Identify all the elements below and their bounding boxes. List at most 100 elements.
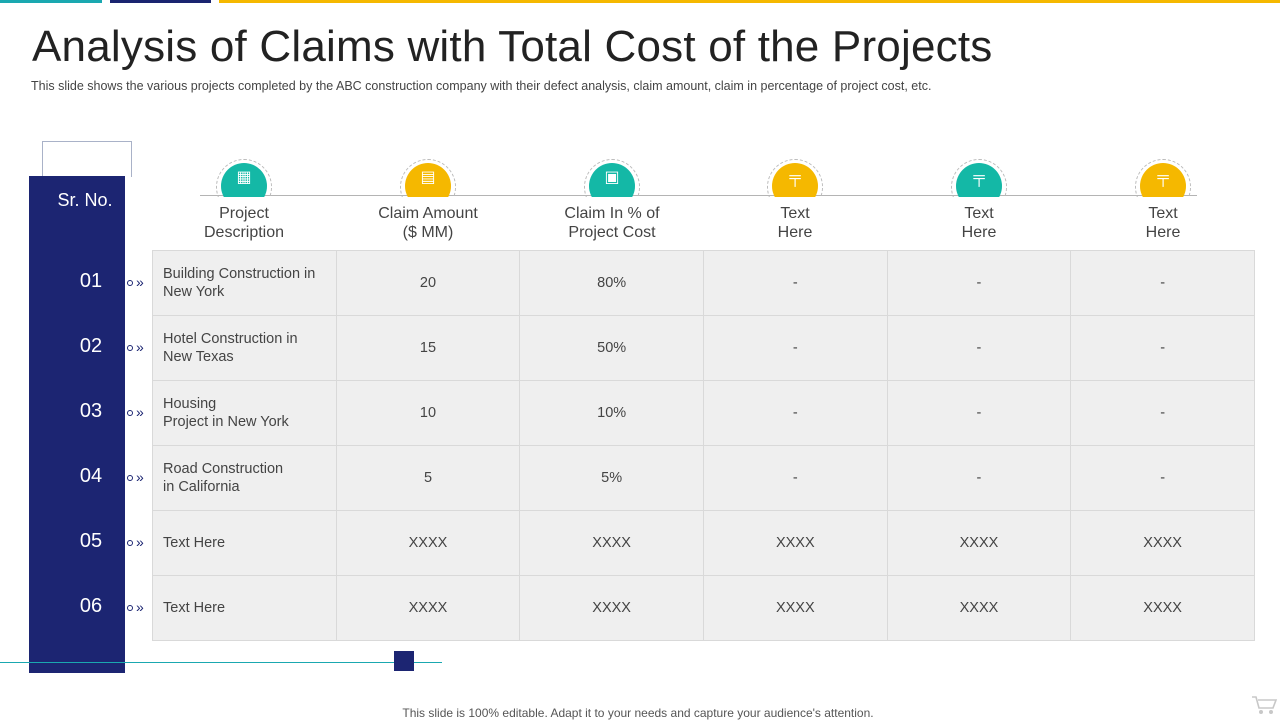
marker-dot — [127, 605, 133, 611]
table-cell: - — [1070, 380, 1255, 446]
icon-glyph: ╤ — [973, 169, 985, 186]
cart-icon — [1252, 696, 1278, 714]
double-chevron-icon: » — [136, 274, 144, 290]
table-cell: - — [1070, 250, 1255, 316]
double-chevron-icon: » — [136, 534, 144, 550]
marker-dot — [127, 540, 133, 546]
table-cell: - — [702, 250, 888, 316]
serial-number: 05 — [79, 530, 103, 552]
row-marker: » — [127, 470, 144, 484]
table-cell: XXXX — [886, 510, 1072, 576]
marker-dot — [127, 410, 133, 416]
row-marker: » — [127, 340, 144, 354]
header-divider — [200, 195, 1197, 196]
crane-icon: ╤ — [956, 163, 1002, 197]
table-row: Housing Project in New York 10 10% - - - — [152, 380, 1255, 446]
project-description-cell: Text Here — [152, 575, 337, 641]
double-chevron-icon: » — [136, 469, 144, 485]
project-description-cell: Building Construction in New York — [152, 250, 337, 316]
accent-bar-gold — [219, 0, 1280, 3]
accent-bar-teal — [0, 0, 102, 3]
table-cell: 10 — [335, 380, 521, 446]
table-cell: XXXX — [335, 510, 521, 576]
project-description-cell: Road Construction in California — [152, 445, 337, 511]
project-description-cell: Hotel Construction in New Texas — [152, 315, 337, 381]
bottom-accent-line — [0, 662, 442, 663]
table-cell: XXXX — [335, 575, 521, 641]
description-line: New Texas — [163, 349, 234, 365]
table-cell: 50% — [519, 315, 704, 381]
crane-icon: ╤ — [1140, 163, 1186, 197]
serial-number-header: Sr. No. — [57, 190, 113, 210]
table-cell: 80% — [519, 250, 704, 316]
table-cell: 5% — [519, 445, 704, 511]
table-cell: XXXX — [702, 575, 888, 641]
serial-number: 03 — [79, 400, 103, 422]
description-line: Building Construction in — [163, 266, 316, 282]
row-marker: » — [127, 600, 144, 614]
column-header: Claim Amount ($ MM) — [336, 204, 520, 242]
column-header-line: Here — [1145, 224, 1181, 241]
double-chevron-icon: » — [136, 404, 144, 420]
icon-glyph: ▤ — [420, 169, 436, 186]
table-cell: - — [702, 315, 888, 381]
table-cell: 10% — [519, 380, 704, 446]
serial-number: 01 — [79, 270, 103, 292]
description-line: Road Construction — [163, 461, 284, 477]
table-cell: - — [1070, 315, 1255, 381]
table-cell: 5 — [335, 445, 521, 511]
project-description-cell: Housing Project in New York — [152, 380, 337, 446]
serial-number: 04 — [79, 465, 103, 487]
claims-table: Building Construction in New York 20 80% - - -… — [152, 250, 1255, 641]
column-header-line: Project — [219, 205, 269, 222]
icon-glyph: ╤ — [1157, 169, 1169, 186]
table-cell: - — [886, 445, 1072, 511]
column-icon-badge: ▣ — [582, 157, 642, 197]
table-cell: - — [702, 445, 888, 511]
icon-glyph: ▣ — [604, 169, 620, 186]
column-header-line: Description — [203, 224, 285, 241]
table-row: Road Construction in California 5 5% - - - — [152, 445, 1255, 511]
column-icon-badge: ╤ — [765, 157, 825, 197]
description-line: Hotel Construction in — [163, 331, 298, 347]
table-cell: - — [886, 380, 1072, 446]
column-header-line: Here — [961, 224, 997, 241]
footer-note: This slide is 100% editable. Adapt it to… — [402, 706, 874, 720]
table-cell: - — [886, 250, 1072, 316]
crane-icon: ╤ — [772, 163, 818, 197]
column-header-line: Text — [780, 205, 810, 222]
table-row: Text Here XXXX XXXX XXXX XXXX XXXX — [152, 575, 1255, 641]
table-row: Text Here XXXX XXXX XXXX XXXX XXXX — [152, 510, 1255, 576]
marker-dot — [127, 475, 133, 481]
bottom-accent-square — [394, 651, 414, 671]
column-header-line: Project Cost — [568, 224, 656, 241]
page-title: Analysis of Claims with Total Cost of th… — [32, 22, 993, 71]
table-cell: - — [886, 315, 1072, 381]
column-header: Claim In % of Project Cost — [520, 204, 704, 242]
description-line: Housing — [163, 396, 217, 412]
table-cell: XXXX — [1070, 575, 1255, 641]
row-marker: » — [127, 275, 144, 289]
column-icon-badge: ▦ — [214, 157, 274, 197]
marker-dot — [127, 280, 133, 286]
frame-line — [131, 141, 132, 177]
description-line: New York — [163, 284, 225, 300]
table-row: Hotel Construction in New Texas 15 50% - - - — [152, 315, 1255, 381]
marker-dot — [127, 345, 133, 351]
icon-glyph: ╤ — [789, 169, 801, 186]
column-header-line: ($ MM) — [402, 224, 454, 241]
table-cell: - — [1070, 445, 1255, 511]
table-cell: XXXX — [886, 575, 1072, 641]
column-header-line: Claim Amount — [378, 205, 478, 222]
icon-glyph: ▦ — [236, 169, 252, 186]
serial-number-column — [29, 176, 125, 673]
description-line: in California — [163, 479, 240, 495]
table-cell: XXXX — [702, 510, 888, 576]
column-header-line: Text — [964, 205, 994, 222]
table-cell: XXXX — [1070, 510, 1255, 576]
table-cell: 20 — [335, 250, 521, 316]
column-header: Text Here — [1071, 204, 1255, 242]
serial-number: 06 — [79, 595, 103, 617]
table-row: Building Construction in New York 20 80% - - - — [152, 250, 1255, 316]
table-cell: XXXX — [519, 575, 704, 641]
